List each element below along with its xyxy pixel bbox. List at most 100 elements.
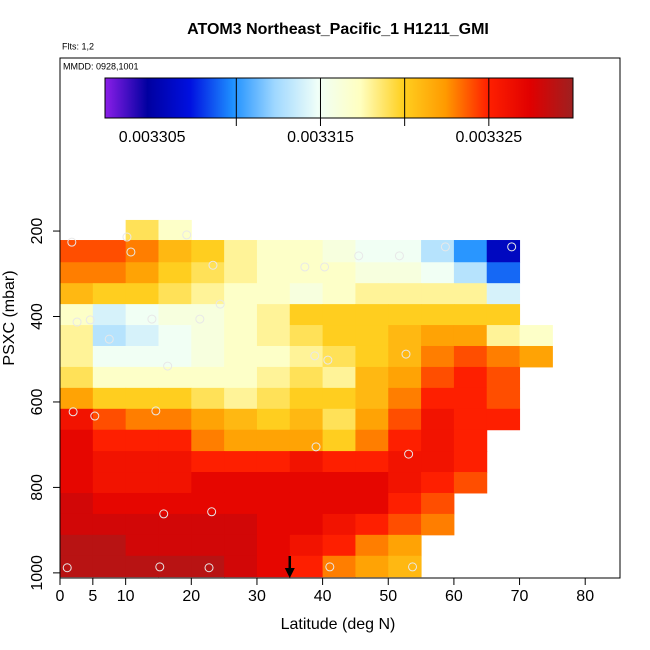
x-tick-label: 5 — [88, 588, 97, 605]
heatmap-cell — [191, 366, 225, 389]
x-tick-label: 30 — [248, 588, 266, 605]
heatmap-cell — [355, 534, 389, 557]
heatmap-cell — [453, 387, 488, 410]
observation-point — [204, 563, 214, 573]
heatmap-cell — [92, 492, 127, 515]
observation-point — [208, 260, 218, 270]
heatmap-cell — [486, 240, 521, 263]
heatmap-cell — [289, 555, 324, 578]
heatmap-cell — [453, 366, 488, 389]
x-tick-label: 40 — [314, 588, 332, 605]
heatmap-cell — [125, 472, 159, 494]
heatmap-cell — [92, 366, 127, 389]
observation-point — [354, 251, 364, 261]
heatmap-cell — [256, 366, 291, 389]
heatmap-cell — [191, 325, 225, 347]
heatmap-cell — [158, 283, 192, 305]
heatmap-cell — [289, 366, 324, 389]
heatmap-cell — [125, 387, 159, 410]
x-tick-label: 60 — [445, 588, 463, 605]
heatmap-cell — [158, 408, 192, 431]
heatmap-cell — [388, 387, 422, 410]
observation-point — [507, 242, 517, 252]
heatmap-cell — [92, 262, 127, 284]
y-tick-label: 600 — [29, 389, 46, 416]
heatmap-cells — [60, 219, 553, 578]
heatmap-cell — [256, 345, 291, 368]
heatmap-cell — [421, 366, 455, 389]
heatmap-cell — [191, 304, 225, 326]
heatmap-cell — [388, 366, 422, 389]
chart-title: ATOM3 Northeast_Pacific_1 H1211_GMI — [187, 21, 489, 38]
heatmap-cell — [421, 492, 455, 515]
heatmap-cell — [322, 472, 356, 494]
heatmap-cell — [388, 555, 422, 578]
heatmap-cell — [355, 304, 389, 326]
heatmap-cell — [486, 283, 521, 305]
observation-point — [323, 355, 333, 365]
heatmap-cell — [322, 325, 356, 347]
heatmap-cell — [125, 240, 159, 263]
heatmap-cell — [289, 304, 324, 326]
heatmap-cell — [453, 240, 488, 263]
heatmap-cell — [158, 304, 192, 326]
heatmap-cell — [158, 451, 192, 473]
heatmap-cell — [60, 472, 94, 494]
heatmap-cell — [191, 513, 225, 536]
heatmap-cell — [92, 451, 127, 473]
heatmap-cell — [388, 304, 422, 326]
heatmap-cell — [388, 408, 422, 431]
heatmap-cell — [322, 387, 356, 410]
heatmap-cell — [355, 429, 389, 452]
y-tick-label: 400 — [29, 303, 46, 330]
heatmap-cell — [421, 240, 455, 263]
heatmap-cell — [125, 451, 159, 473]
heatmap-cell — [322, 492, 356, 515]
heatmap-cell — [224, 513, 258, 536]
heatmap-cell — [60, 534, 94, 557]
y-tick-label: 1000 — [29, 555, 46, 591]
heatmap-cell — [256, 492, 291, 515]
heatmap-cell — [322, 262, 356, 284]
heatmap-cell — [125, 219, 159, 241]
heatmap-cell — [289, 240, 324, 263]
heatmap-cell — [191, 387, 225, 410]
heatmap-cell — [256, 387, 291, 410]
heatmap-cell — [158, 555, 192, 578]
colorbar — [104, 77, 574, 119]
heatmap-cell — [322, 534, 356, 557]
heatmap-cell — [355, 262, 389, 284]
heatmap-cell — [355, 345, 389, 368]
colorbar-tick-label: 0.003315 — [287, 129, 354, 146]
heatmap-cell — [125, 325, 159, 347]
heatmap-cell — [388, 472, 422, 494]
heatmap-cell — [60, 304, 94, 326]
heatmap-cell — [421, 304, 455, 326]
heatmap-cell — [355, 408, 389, 431]
heatmap-cell — [486, 262, 521, 284]
heatmap-cell — [224, 492, 258, 515]
heatmap-cell — [60, 387, 94, 410]
heatmap-cell — [125, 345, 159, 368]
heatmap-cell — [224, 240, 258, 263]
observation-point — [68, 407, 78, 417]
heatmap-cell — [388, 345, 422, 368]
observation-point — [104, 334, 114, 344]
colorbar-tick-label: 0.003325 — [455, 129, 522, 146]
observation-point — [207, 507, 217, 517]
heatmap-cell — [125, 283, 159, 305]
heatmap-cell — [60, 429, 94, 452]
heatmap-cell — [125, 429, 159, 452]
heatmap-cell — [453, 472, 488, 494]
heatmap-cell — [60, 325, 94, 347]
heatmap-cell — [388, 492, 422, 515]
date-note: MMDD: 0928,1001 — [63, 61, 139, 71]
heatmap-cell — [191, 345, 225, 368]
heatmap-cell — [92, 345, 127, 368]
observation-point — [320, 262, 330, 272]
observation-point — [122, 232, 132, 242]
observation-point — [62, 563, 72, 573]
heatmap-cell — [60, 408, 94, 431]
heatmap-cell — [92, 304, 127, 326]
x-tick-label: 0 — [56, 588, 65, 605]
